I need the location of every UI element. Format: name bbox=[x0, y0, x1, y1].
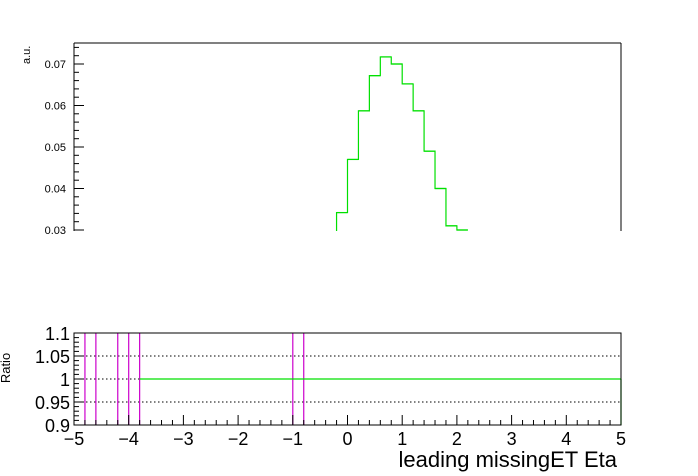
bottom-x-tick-label: 5 bbox=[616, 429, 626, 449]
bottom-panel: 0.9 0.95 1 1.05 1.1 −5 −4 −3 −2 −1 0 1 2 3 4 5 Ratio le… bbox=[0, 324, 626, 472]
bottom-y-tick-label: 0.9 bbox=[45, 416, 70, 436]
histogram-series bbox=[335, 56, 468, 231]
top-panel: 0.03 0.04 0.05 0.06 0.07 a.u. bbox=[21, 42, 622, 237]
x-axis-title: leading missingET Eta bbox=[399, 447, 618, 472]
bottom-x-tick-label: 2 bbox=[452, 429, 462, 449]
bottom-y-tick-label: 1.05 bbox=[35, 347, 70, 367]
bottom-x-tick-label: −2 bbox=[228, 429, 249, 449]
top-y-tick-label: 0.05 bbox=[45, 142, 66, 154]
bottom-x-tick-label: −5 bbox=[64, 429, 85, 449]
bottom-y-tick-label: 1 bbox=[60, 370, 70, 390]
bottom-y-tick-label: 0.95 bbox=[35, 393, 70, 413]
bottom-x-tick-label: −1 bbox=[283, 429, 304, 449]
top-y-tick-label: 0.07 bbox=[45, 59, 66, 71]
bottom-x-tick-label: 3 bbox=[507, 429, 517, 449]
top-y-tick-label: 0.06 bbox=[45, 101, 66, 113]
bottom-x-tick-label: 0 bbox=[342, 429, 352, 449]
bottom-x-tick-label: 1 bbox=[397, 429, 407, 449]
bottom-y-tick-label: 1.1 bbox=[45, 324, 70, 344]
bottom-x-tick-label: 4 bbox=[561, 429, 571, 449]
top-y-tick-label: 0.03 bbox=[45, 225, 66, 237]
bottom-ylabel: Ratio bbox=[0, 353, 13, 383]
top-ylabel: a.u. bbox=[21, 46, 33, 64]
bottom-x-tick-label: −4 bbox=[118, 429, 139, 449]
bottom-x-tick-label: −3 bbox=[173, 429, 194, 449]
top-y-tick-label: 0.04 bbox=[45, 184, 66, 196]
